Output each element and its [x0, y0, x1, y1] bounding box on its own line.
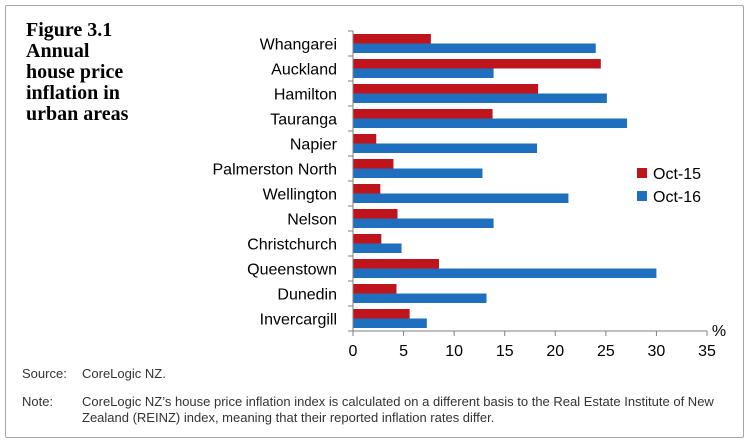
- x-tick-label: 10: [445, 343, 463, 360]
- bar-oct-16-hamilton: [353, 93, 607, 103]
- bar-oct-15-invercargill: [353, 309, 410, 319]
- bar-oct-16-tauranga: [353, 118, 628, 128]
- bar-oct-15-dunedin: [353, 284, 397, 294]
- bar-oct-16-queenstown: [353, 268, 657, 278]
- category-label: Queenstown: [247, 262, 337, 279]
- note-text: CoreLogic NZ’s house price inflation ind…: [82, 394, 714, 425]
- legend-label-oct-16: Oct-16: [653, 189, 701, 206]
- bar-oct-15-auckland: [353, 59, 601, 69]
- x-tick-label: 5: [399, 343, 408, 360]
- category-label: Dunedin: [277, 287, 337, 304]
- legend-label-oct-15: Oct-15: [653, 166, 701, 183]
- bar-oct-15-whangarei: [353, 34, 431, 44]
- category-label: Whangarei: [260, 37, 337, 54]
- figure-frame: [5, 5, 744, 438]
- bar-oct-15-nelson: [353, 209, 398, 219]
- bar-oct-16-whangarei: [353, 43, 596, 53]
- x-tick-label: 20: [546, 343, 564, 360]
- legend-swatch-oct-16: [637, 191, 647, 201]
- category-label: Tauranga: [270, 112, 337, 129]
- bar-oct-15-queenstown: [353, 259, 439, 269]
- bar-oct-15-christchurch: [353, 234, 382, 244]
- category-label: Palmerston North: [213, 162, 338, 179]
- bar-oct-16-auckland: [353, 68, 494, 78]
- source-line: Source: CoreLogic NZ.: [0, 366, 751, 384]
- category-label: Invercargill: [260, 312, 337, 329]
- bar-oct-15-hamilton: [353, 84, 539, 94]
- x-tick-label: 25: [597, 343, 615, 360]
- bar-oct-15-tauranga: [353, 109, 493, 119]
- source-label: Source:: [22, 366, 67, 381]
- category-label: Christchurch: [247, 237, 337, 254]
- category-label: Wellington: [263, 187, 337, 204]
- x-tick-label: 30: [648, 343, 666, 360]
- category-label: Hamilton: [274, 87, 337, 104]
- x-tick-label: 0: [349, 343, 358, 360]
- bar-oct-16-wellington: [353, 193, 569, 203]
- bar-oct-16-christchurch: [353, 243, 402, 253]
- note-label: Note:: [22, 394, 54, 409]
- legend-swatch-oct-15: [637, 168, 647, 178]
- bar-oct-15-wellington: [353, 184, 381, 194]
- source-text: CoreLogic NZ.: [82, 366, 166, 381]
- x-tick-label: 15: [496, 343, 514, 360]
- bar-oct-16-dunedin: [353, 293, 487, 303]
- x-tick-label: 35: [698, 343, 716, 360]
- category-label: Nelson: [287, 212, 337, 229]
- bar-oct-15-napier: [353, 134, 377, 144]
- bar-oct-16-napier: [353, 143, 538, 153]
- figure-title: Figure 3.1 Annual house price inflation …: [26, 19, 129, 125]
- x-unit-label: %: [712, 323, 726, 340]
- bar-oct-16-nelson: [353, 218, 494, 228]
- bar-oct-15-palmerston-north: [353, 159, 394, 169]
- bar-oct-16-invercargill: [353, 318, 427, 328]
- note-line: Note: CoreLogic NZ’s house price inflati…: [0, 394, 751, 430]
- category-label: Auckland: [271, 62, 337, 79]
- category-label: Napier: [290, 137, 338, 154]
- bar-oct-16-palmerston-north: [353, 168, 483, 178]
